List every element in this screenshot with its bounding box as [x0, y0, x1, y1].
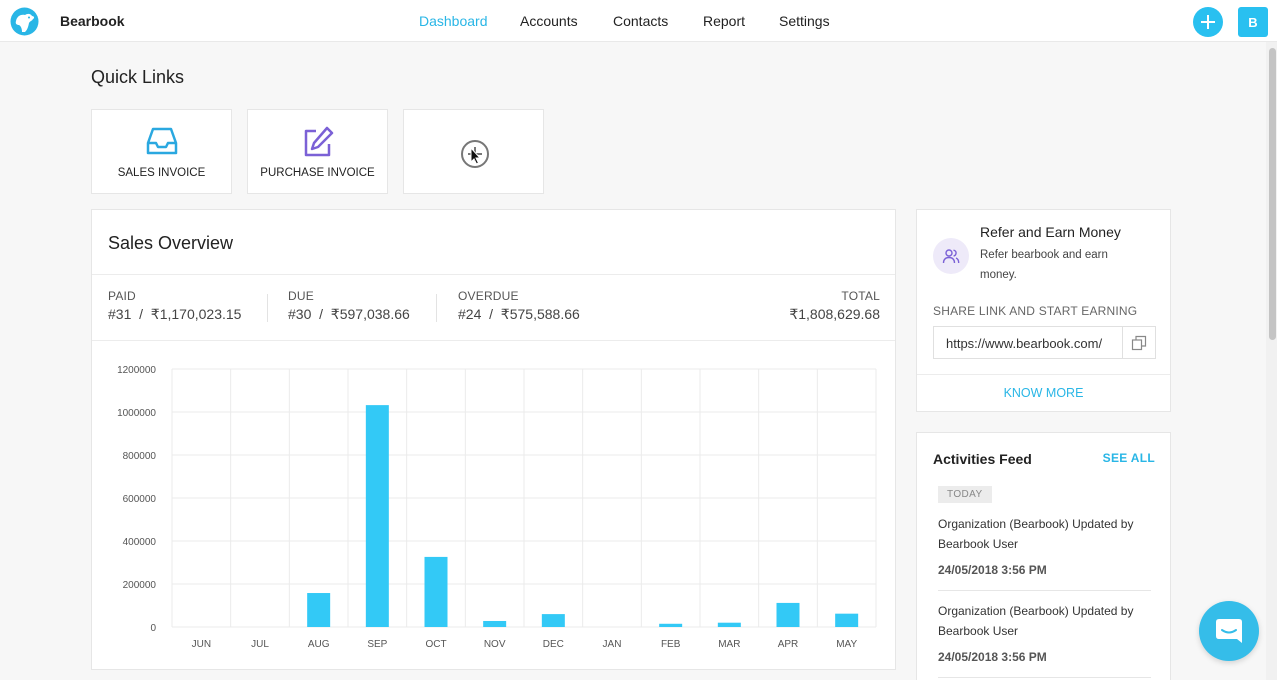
overdue-label: OVERDUE — [458, 289, 519, 303]
bar — [365, 405, 389, 627]
user-avatar[interactable]: B — [1238, 7, 1268, 37]
y-tick-label: 200000 — [123, 580, 157, 591]
divider — [917, 374, 1170, 375]
share-label: SHARE LINK AND START EARNING — [933, 304, 1138, 318]
bear-logo-icon[interactable] — [10, 7, 39, 36]
refer-description: Refer bearbook and earn money. — [980, 249, 1108, 281]
nav-dashboard[interactable]: Dashboard — [419, 13, 488, 29]
bar — [307, 593, 331, 627]
y-tick-label: 1000000 — [117, 408, 156, 419]
bar — [659, 623, 683, 627]
refer-card: Refer and Earn Money Refer bearbook and … — [916, 209, 1171, 412]
sales-invoice-label: SALES INVOICE — [117, 167, 206, 179]
purchase-invoice-label: PURCHASE INVOICE — [260, 167, 375, 179]
sales-invoice-link[interactable]: SALES INVOICE — [91, 109, 232, 194]
y-tick-label: 600000 — [123, 494, 157, 505]
x-tick-label: APR — [778, 639, 799, 650]
refer-title: Refer and Earn Money — [980, 224, 1121, 240]
nav-contacts[interactable]: Contacts — [613, 13, 669, 29]
x-tick-label: NOV — [484, 639, 506, 650]
nav-settings[interactable]: Settings — [779, 13, 830, 29]
activities-title: Activities Feed — [933, 451, 1032, 467]
divider — [92, 340, 895, 341]
divider — [92, 274, 895, 275]
day-badge: TODAY — [938, 486, 992, 503]
activity-time: 24/05/2018 3:56 PM — [938, 650, 1047, 664]
copy-icon — [1131, 335, 1147, 350]
see-all-link[interactable]: SEE ALL — [1102, 451, 1155, 465]
y-tick-label: 0 — [150, 623, 156, 634]
x-tick-label: SEP — [367, 639, 387, 650]
bar — [541, 614, 565, 627]
x-tick-label: JAN — [603, 639, 622, 650]
paid-label: PAID — [108, 289, 136, 303]
divider — [436, 294, 437, 322]
brand-name: Bearbook — [60, 13, 125, 29]
bar — [776, 602, 800, 627]
add-button[interactable] — [1193, 7, 1223, 37]
know-more-link[interactable]: KNOW MORE — [1003, 386, 1084, 400]
edit-icon — [304, 126, 333, 157]
scrollbar-thumb[interactable] — [1269, 48, 1276, 340]
x-tick-label: AUG — [308, 639, 330, 650]
total-label: TOTAL — [841, 289, 880, 303]
chat-launcher-button[interactable] — [1199, 601, 1259, 661]
bar — [717, 622, 741, 627]
paid-value: #31 / ₹1,170,023.15 — [108, 306, 242, 322]
overdue-value: #24 / ₹575,588.66 — [458, 306, 580, 322]
bar — [483, 620, 507, 627]
activity-text: Organization (Bearbook) Updated by Bearb… — [938, 604, 1134, 638]
total-value: ₹1,808,629.68 — [789, 306, 880, 322]
x-tick-label: MAY — [836, 639, 857, 650]
y-tick-label: 800000 — [123, 451, 157, 462]
nav-report[interactable]: Report — [703, 13, 746, 29]
sales-overview-title: Sales Overview — [108, 233, 234, 253]
quick-links-title: Quick Links — [91, 67, 185, 87]
due-label: DUE — [288, 289, 314, 303]
x-tick-label: DEC — [543, 639, 564, 650]
y-tick-label: 400000 — [123, 537, 157, 548]
scrollbar-track[interactable] — [1266, 42, 1277, 680]
bar — [424, 556, 448, 627]
bar — [835, 613, 859, 627]
top-navbar: Bearbook Dashboard Accounts Contacts Rep… — [0, 0, 1277, 42]
activities-feed: Activities Feed SEE ALL TODAY Organizati… — [916, 432, 1171, 680]
plus-icon — [1201, 15, 1215, 29]
inbox-icon — [146, 127, 177, 155]
activity-text: Organization (Bearbook) Updated by Bearb… — [938, 517, 1134, 551]
x-tick-label: OCT — [425, 639, 446, 650]
nav-accounts[interactable]: Accounts — [520, 13, 578, 29]
divider — [938, 590, 1151, 591]
x-tick-label: MAR — [718, 639, 740, 650]
sales-bar-chart: 1200000 1000000 800000 600000 400000 200000 0 J… — [117, 365, 877, 650]
y-tick-label: 1200000 — [117, 365, 156, 376]
divider — [938, 677, 1151, 678]
share-link-field[interactable]: https://www.bearbook.com/ — [933, 326, 1123, 359]
purchase-invoice-link[interactable]: PURCHASE INVOICE — [247, 109, 388, 194]
users-icon — [933, 238, 969, 274]
x-tick-label: FEB — [661, 639, 681, 650]
add-circle-icon — [461, 140, 489, 168]
copy-button[interactable] — [1122, 326, 1156, 359]
due-value: #30 / ₹597,038.66 — [288, 306, 410, 322]
divider — [267, 294, 268, 322]
sales-overview-card: Sales Overview PAID #31 / ₹1,170,023.15 … — [91, 209, 896, 670]
add-quick-link[interactable] — [403, 109, 544, 194]
x-tick-label: JUN — [192, 639, 211, 650]
activity-time: 24/05/2018 3:56 PM — [938, 563, 1047, 577]
chat-icon — [1216, 619, 1242, 643]
x-tick-label: JUL — [251, 639, 269, 650]
